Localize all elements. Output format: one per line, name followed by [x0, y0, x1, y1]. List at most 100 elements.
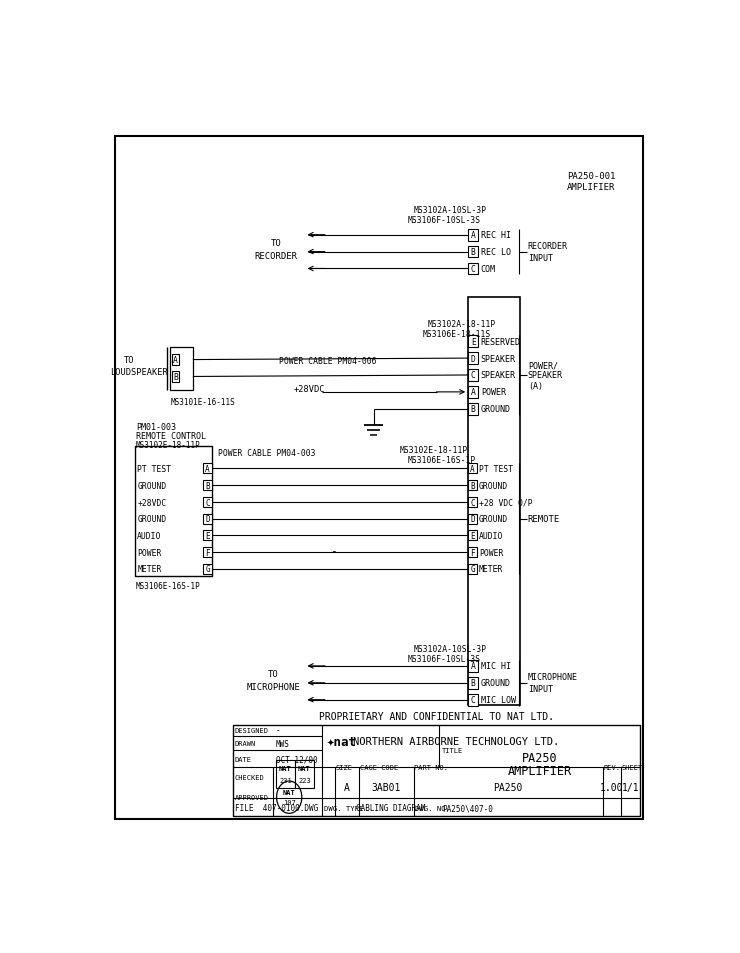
Text: G: G: [470, 565, 475, 574]
Bar: [468, 370, 479, 381]
Text: OCT 12/00: OCT 12/00: [276, 755, 317, 763]
Text: A: A: [344, 782, 350, 792]
Text: MIC LOW: MIC LOW: [481, 696, 516, 704]
Text: E: E: [205, 531, 210, 540]
Text: CHECKED: CHECKED: [235, 775, 264, 781]
Text: TO: TO: [124, 355, 135, 364]
Text: REC HI: REC HI: [481, 231, 511, 240]
Text: MS3106E-16S-1P: MS3106E-16S-1P: [408, 456, 476, 464]
Text: MS3101E-16-11S: MS3101E-16-11S: [170, 397, 235, 407]
Bar: [468, 564, 477, 575]
Text: PA250: PA250: [522, 751, 558, 764]
Text: PA250: PA250: [494, 782, 523, 792]
Text: GROUND: GROUND: [479, 515, 508, 524]
Bar: [468, 403, 479, 416]
Text: A: A: [470, 464, 475, 474]
Text: REC LO: REC LO: [481, 248, 511, 256]
Text: REMOTE CONTROL: REMOTE CONTROL: [136, 432, 206, 441]
Text: TO: TO: [271, 239, 281, 248]
Bar: [204, 564, 212, 575]
Bar: [468, 353, 479, 365]
Bar: [172, 355, 179, 365]
Text: POWER: POWER: [481, 388, 505, 397]
Text: C: C: [205, 498, 210, 507]
Text: G: G: [205, 565, 210, 574]
Bar: [468, 247, 479, 258]
Text: POWER/: POWER/: [528, 361, 558, 370]
Text: AUDIO: AUDIO: [137, 531, 161, 540]
Text: DRAWN: DRAWN: [235, 740, 256, 746]
Text: GROUND: GROUND: [479, 481, 508, 490]
Text: ✦nat: ✦nat: [326, 735, 357, 748]
Text: B: B: [471, 679, 476, 687]
Text: D: D: [470, 515, 475, 524]
Text: PT TEST: PT TEST: [137, 464, 172, 474]
Text: MS3106F-10SL-3S: MS3106F-10SL-3S: [408, 216, 481, 225]
Text: PA250\407-0: PA250\407-0: [443, 803, 494, 812]
Text: F: F: [470, 548, 475, 557]
Text: +28 VDC O/P: +28 VDC O/P: [479, 498, 533, 507]
Bar: [204, 531, 212, 540]
Text: NORTHERN AIRBORNE TECHNOLOGY LTD.: NORTHERN AIRBORNE TECHNOLOGY LTD.: [354, 737, 559, 746]
Text: MS3102A-10SL-3P: MS3102A-10SL-3P: [414, 206, 487, 215]
Text: A: A: [205, 464, 210, 474]
Bar: [170, 348, 193, 391]
Bar: [468, 298, 519, 705]
Text: B: B: [470, 481, 475, 490]
Text: MS3102E-18-11P: MS3102E-18-11P: [136, 441, 201, 450]
Text: MWS: MWS: [276, 739, 290, 748]
Text: PART NO.: PART NO.: [414, 763, 448, 770]
Text: 1/1: 1/1: [622, 782, 639, 792]
Text: COM: COM: [481, 265, 496, 274]
Text: RECORDER: RECORDER: [528, 242, 568, 251]
Bar: [468, 263, 479, 275]
Bar: [233, 725, 640, 817]
Text: MS3102E-18-11P: MS3102E-18-11P: [400, 445, 468, 455]
Text: FILE  407-0100.DWG: FILE 407-0100.DWG: [235, 803, 318, 812]
Text: SPEAKER: SPEAKER: [481, 371, 516, 380]
Text: NAT: NAT: [279, 765, 292, 771]
Text: (A): (A): [528, 381, 542, 391]
Text: AUDIO: AUDIO: [479, 531, 503, 540]
Text: SPEAKER: SPEAKER: [528, 371, 563, 380]
Text: DESIGNED: DESIGNED: [235, 727, 269, 733]
Text: C: C: [471, 265, 476, 274]
Text: D: D: [205, 515, 210, 524]
Text: RECORDER: RECORDER: [255, 252, 297, 260]
Text: -: -: [492, 563, 499, 573]
Text: MIC HI: MIC HI: [481, 661, 511, 671]
Text: AMPLIFIER: AMPLIFIER: [568, 183, 616, 193]
Text: PA250-001: PA250-001: [568, 172, 616, 181]
Text: B: B: [173, 373, 178, 381]
Bar: [468, 547, 477, 558]
Bar: [204, 480, 212, 491]
Text: GROUND: GROUND: [137, 515, 166, 524]
Text: E: E: [470, 531, 475, 540]
Text: PT TEST: PT TEST: [479, 464, 513, 474]
Text: D: D: [471, 355, 476, 363]
Text: MS3106F-10SL-3S: MS3106F-10SL-3S: [408, 655, 481, 663]
Text: B: B: [471, 405, 476, 414]
Bar: [468, 497, 477, 508]
Text: LOUDSPEAKER: LOUDSPEAKER: [110, 368, 167, 376]
Text: TITLE: TITLE: [443, 747, 463, 754]
Text: 231: 231: [279, 778, 292, 783]
Text: METER: METER: [479, 565, 503, 574]
Text: POWER: POWER: [479, 548, 503, 557]
Text: TO: TO: [268, 670, 278, 679]
Text: 107: 107: [283, 800, 295, 805]
Text: F: F: [205, 548, 210, 557]
Bar: [204, 464, 212, 474]
Text: A: A: [173, 355, 178, 365]
Text: GROUND: GROUND: [137, 481, 166, 490]
Bar: [468, 694, 479, 706]
Text: DWG. TYPE: DWG. TYPE: [323, 805, 363, 811]
Text: C: C: [470, 498, 475, 507]
Bar: [276, 760, 295, 788]
Text: APPROVED: APPROVED: [235, 795, 269, 801]
Text: MS3102A-10SL-3P: MS3102A-10SL-3P: [414, 644, 487, 653]
Bar: [468, 678, 479, 689]
Bar: [468, 480, 477, 491]
Text: A: A: [471, 231, 476, 240]
Text: 223: 223: [298, 778, 311, 783]
